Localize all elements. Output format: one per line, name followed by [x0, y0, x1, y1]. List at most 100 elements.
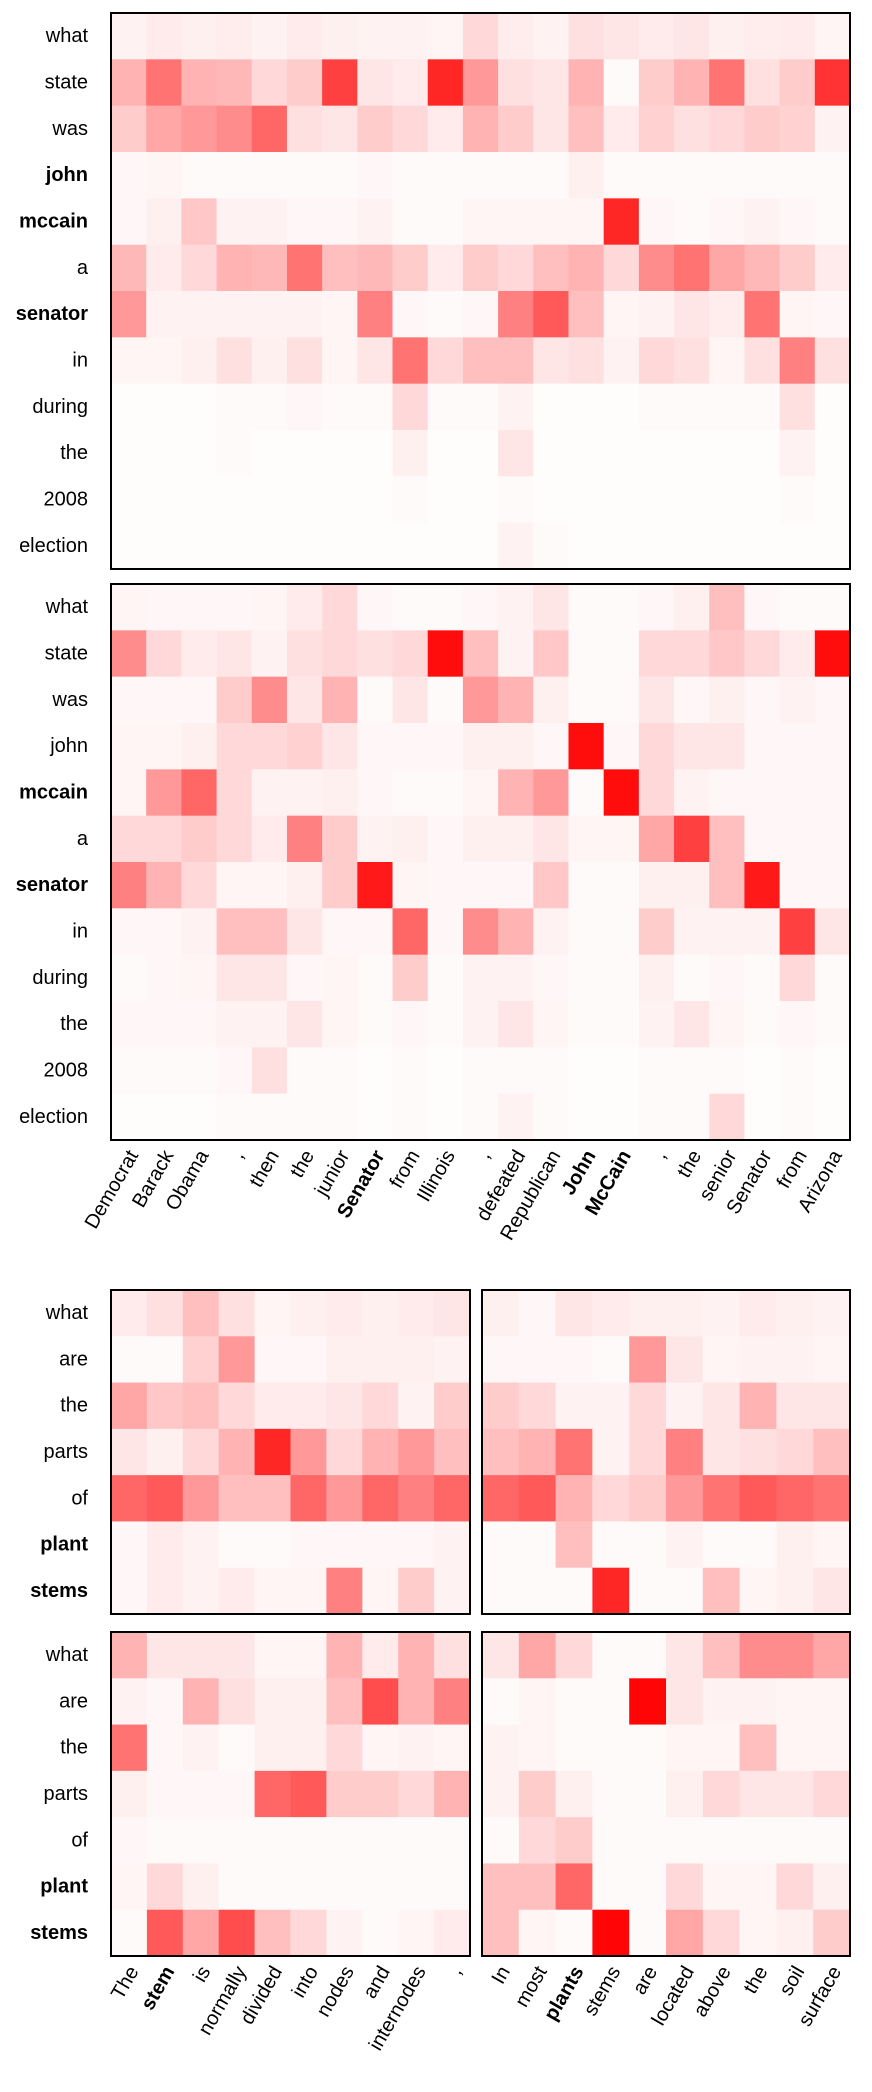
heatmap-cell: [568, 198, 605, 246]
heatmap-cell: [326, 1475, 363, 1523]
heatmap-cell: [111, 1678, 148, 1726]
heatmap-cell: [286, 1047, 323, 1095]
heatmap-cell: [427, 152, 464, 199]
heatmap-cell: [462, 954, 499, 1002]
heatmap-cell: [146, 1678, 184, 1726]
heatmap-cell: [776, 1724, 814, 1772]
heatmap-cell: [398, 1678, 435, 1726]
heatmap-cell: [498, 676, 534, 724]
heatmap-cell: [392, 13, 429, 60]
heatmap-cell: [254, 1336, 292, 1384]
heatmap-cell: [216, 815, 253, 863]
y-tick-label: mccain: [19, 211, 88, 233]
heatmap-cell: [146, 676, 182, 724]
heatmap-cell: [462, 676, 499, 724]
heatmap-cell: [498, 1047, 534, 1095]
heatmap-cell: [813, 1678, 851, 1726]
heatmap-cell: [146, 1909, 184, 1957]
heatmap-cell: [251, 630, 288, 678]
heatmap-cell: [362, 1770, 399, 1818]
heatmap-cell: [146, 337, 182, 385]
heatmap-cell: [146, 105, 182, 153]
heatmap-cell: [290, 1817, 327, 1865]
heatmap-cell: [111, 13, 147, 60]
heatmap-cell: [182, 1521, 220, 1569]
heatmap-cell: [322, 1093, 358, 1141]
heatmap-cell: [568, 769, 605, 817]
heatmap-cell: [555, 1817, 593, 1865]
heatmap-cell: [182, 1475, 220, 1523]
y-tick-label: parts: [44, 1783, 88, 1805]
heatmap-cell: [638, 723, 675, 770]
heatmap-cell: [555, 1382, 593, 1430]
heatmap-cell: [392, 198, 429, 246]
y-tick-label: 2008: [44, 489, 89, 511]
heatmap-cell: [146, 13, 182, 60]
heatmap-cell: [251, 862, 288, 909]
heatmap-cell: [592, 1678, 630, 1726]
x-tick-label: soil: [775, 1963, 809, 2000]
heatmap-cell: [392, 291, 429, 338]
heatmap-cell: [739, 1632, 777, 1679]
y-tick-label: stems: [30, 1580, 88, 1602]
heatmap-cell: [181, 522, 218, 570]
heatmap-cell: [533, 1001, 570, 1048]
heatmap-cell: [674, 13, 710, 60]
heatmap-cell: [182, 1290, 220, 1337]
heatmap-cell: [218, 1567, 256, 1615]
heatmap-cell: [498, 337, 534, 385]
heatmap-cell: [357, 291, 394, 338]
heatmap-cell: [218, 1863, 256, 1911]
heatmap-cell: [744, 105, 781, 153]
heatmap-cell: [181, 198, 218, 246]
heatmap-cell: [629, 1817, 667, 1865]
heatmap-cell: [629, 1909, 667, 1957]
heatmap-cell: [290, 1475, 327, 1523]
heatmap-cell: [779, 630, 816, 678]
heatmap-cell: [251, 337, 288, 385]
heatmap-cell: [638, 430, 675, 477]
y-tick-label: plant: [40, 1876, 88, 1898]
heatmap-cell: [357, 584, 394, 631]
heatmap-cell: [434, 1817, 471, 1865]
heatmap-cell: [498, 476, 534, 524]
heatmap-cell: [603, 723, 640, 770]
heatmap-cell: [482, 1724, 520, 1772]
heatmap-cell: [362, 1521, 399, 1569]
x-tick-label: nodes: [313, 1963, 359, 2021]
y-tick-label: a: [77, 257, 89, 279]
heatmap-cell: [146, 1567, 184, 1615]
heatmap-cell: [427, 383, 464, 431]
heatmap-cell: [357, 676, 394, 724]
heatmap-cell: [146, 522, 182, 570]
heatmap-cell: [814, 769, 851, 817]
heatmap-cell: [498, 152, 534, 199]
heatmap-cell: [814, 522, 851, 570]
heatmap-frame: [110, 1631, 471, 1957]
heatmap-cell: [813, 1863, 851, 1911]
heatmap-cell: [638, 676, 675, 724]
heatmap-cell: [111, 723, 147, 770]
heatmap-cell: [814, 430, 851, 477]
heatmap-cell: [533, 723, 570, 770]
heatmap-cell: [322, 198, 358, 246]
heatmap-cell: [322, 676, 358, 724]
heatmap-cell: [146, 244, 182, 292]
heatmap-cell: [216, 476, 253, 524]
y-tick-label: of: [71, 1829, 88, 1851]
heatmap-cell: [779, 522, 816, 570]
heatmap-cell: [814, 908, 851, 956]
heatmap-cell: [674, 244, 710, 292]
heatmap-cell: [814, 152, 851, 199]
heatmap-cell: [638, 291, 675, 338]
heatmap-cell: [666, 1817, 704, 1865]
y-tick-label: john: [45, 164, 88, 186]
heatmap-cell: [216, 630, 253, 678]
heatmap-cell: [744, 908, 781, 956]
heatmap-cell: [779, 1093, 816, 1141]
heatmap-cell: [326, 1428, 363, 1476]
heatmap-cell: [518, 1428, 557, 1476]
heatmap-cell: [533, 198, 570, 246]
heatmap-cell: [218, 1909, 256, 1957]
